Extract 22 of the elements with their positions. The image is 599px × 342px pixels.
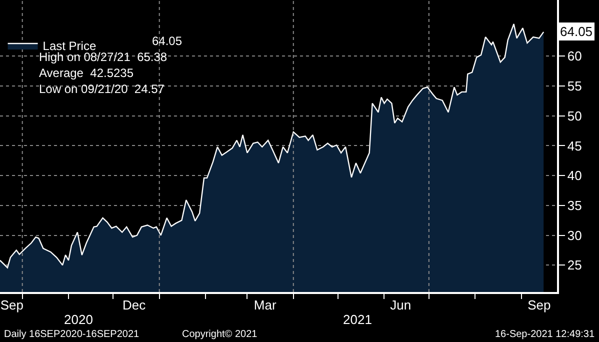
x-tick-label: Sep	[0, 297, 24, 312]
y-tick-label: 25	[567, 258, 582, 273]
text: Copyright© 2021	[182, 329, 258, 340]
y-tick-label: 55	[567, 78, 582, 94]
text: Daily 16SEP2020-16SEP2021	[4, 329, 140, 340]
annotation: 64.05	[152, 34, 182, 48]
x-tick-label: Dec	[122, 297, 146, 312]
x-tick-label: Mar	[254, 297, 277, 312]
y-tick-label: 30	[567, 228, 582, 243]
y-tick-label: 35	[567, 198, 582, 213]
text: 16-Sep-2021 12:49:31	[495, 329, 595, 340]
text: 2021	[343, 312, 372, 327]
text: 2020	[64, 312, 93, 327]
y-tick-label: 40	[567, 168, 582, 184]
y-tick-label: 45	[567, 138, 582, 154]
annotation: Average 42.5235	[39, 66, 134, 80]
y-tick-label: 50	[567, 108, 582, 124]
annotation: 64.05	[560, 24, 593, 39]
x-tick-label: Sep	[528, 297, 551, 312]
annotation: Low on 09/21/20 24.57	[39, 82, 165, 96]
x-tick-label: Jun	[390, 297, 412, 312]
y-tick-label: 60	[567, 48, 582, 64]
